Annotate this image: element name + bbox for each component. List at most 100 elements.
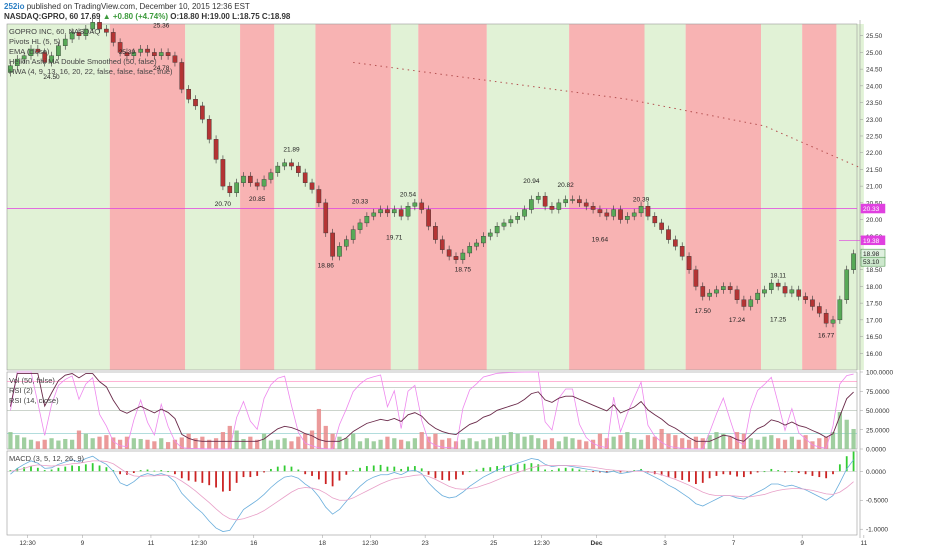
legend-macd[interactable]: MACD (3, 5, 12, 26, 9): [9, 454, 85, 463]
regime-band: [802, 24, 837, 370]
axis-tick-label: 17.00: [866, 317, 883, 324]
candle: [721, 282, 726, 294]
pivot-label: 18.11: [770, 273, 786, 280]
volume-bar: [652, 436, 657, 449]
candle: [467, 242, 473, 258]
volume-bar: [179, 437, 184, 449]
volume-bar: [255, 439, 260, 449]
volume-bar: [111, 437, 116, 449]
candle: [775, 279, 781, 291]
volume-bar: [15, 435, 20, 449]
legend-rsi-14[interactable]: RSI (14, close): [9, 396, 59, 405]
candle: [268, 168, 274, 184]
legend-main-series[interactable]: GOPRO INC, 60, NASDAQ: [9, 27, 101, 36]
candle: [69, 28, 75, 44]
axis-tick-label: 18.00: [866, 284, 883, 291]
pivot-labels: 24.50 25.39 25.36 24.78 21.89 20.70 20.85 18.86…: [43, 22, 834, 339]
axis-tick-label: 75.0000: [866, 389, 890, 396]
time-axis[interactable]: 12:30 9 11 12:30 16 18 12:30 23 25 12:30 Dec 3 7 9 11: [19, 535, 868, 547]
price-axis[interactable]: 16.0016.5017.0017.5018.0018.5019.0019.50…: [860, 33, 893, 534]
legend-volume[interactable]: Vol (50, false): [9, 376, 55, 385]
legend-ema[interactable]: EMA (close): [9, 47, 50, 56]
volume-bar: [796, 439, 801, 449]
macd-hist-bar: [557, 468, 560, 472]
candle: [741, 295, 747, 311]
volume-bar: [241, 438, 246, 449]
candle: [8, 61, 13, 77]
macd-hist-bar: [482, 467, 485, 472]
candle: [323, 198, 329, 237]
volume-bar: [494, 436, 500, 449]
macd-hist-bar: [228, 471, 231, 491]
candle: [124, 48, 130, 60]
volume-bar: [645, 435, 651, 449]
macd-hist-bar: [695, 471, 697, 485]
regime-band: [240, 24, 275, 370]
price-marker-box: [860, 256, 886, 267]
candle: [755, 289, 760, 304]
volume-bar: [296, 436, 301, 449]
legend-rsi-2[interactable]: RSI (2): [9, 386, 33, 395]
volume-bar: [693, 436, 699, 449]
candle: [734, 285, 740, 304]
candle: [309, 178, 315, 194]
volume-bar: [35, 441, 40, 449]
ema-series: [353, 61, 861, 169]
axis-tick-label: 25.00: [866, 50, 883, 57]
candle: [405, 202, 411, 221]
volume-bar: [303, 433, 308, 449]
volume-bar: [625, 432, 630, 449]
volume-bar: [405, 441, 411, 449]
legend-hwa[interactable]: HWA (4, 9, 13, 16, 20, 22, false, false,…: [9, 67, 173, 76]
candle: [398, 205, 404, 221]
symbol-name[interactable]: NASDAQ:GPRO, 60: [4, 12, 79, 21]
volume-bar: [447, 438, 452, 449]
pane-frame: [6, 23, 858, 371]
macd-hist-bar: [530, 463, 533, 472]
publish-info: published on TradingView.com, December 1…: [26, 2, 250, 11]
volume-bar: [152, 441, 157, 449]
regime-band: [185, 24, 241, 370]
author-link[interactable]: 252io: [4, 2, 25, 11]
volume-bar: [824, 436, 829, 449]
macd-hist-bar: [825, 471, 828, 479]
volume-bar: [42, 439, 47, 449]
volume-bar: [220, 432, 226, 449]
legend-pivots[interactable]: Pivots HL (5, 5): [9, 37, 61, 46]
candle: [193, 95, 198, 110]
macd-hist-bar: [756, 471, 759, 473]
price-change: ▲ +0.80 (+4.74%): [102, 12, 169, 21]
candle: [275, 162, 281, 177]
axis-tick-label: 50.0000: [866, 408, 890, 415]
volume-bar: [673, 435, 678, 449]
ohlc-low: L:18.75: [232, 12, 260, 21]
candle: [433, 222, 438, 244]
axis-tick-label: 25.0000: [866, 427, 890, 434]
candle: [577, 195, 582, 207]
axis-tick-label: 21.50: [866, 167, 883, 174]
macd-hist-bar: [688, 471, 690, 482]
pivot-label: 19.64: [592, 237, 609, 244]
volume-bar: [234, 430, 239, 449]
volume-bar: [460, 439, 465, 449]
volume-bar: [570, 438, 575, 449]
pivot-label: 18.75: [455, 266, 472, 273]
volume-bar: [851, 428, 856, 449]
macd-hist-bar: [578, 469, 581, 472]
candle: [487, 228, 493, 241]
legend-heikin-ashi[interactable]: Heikin Ashi MA Double Smoothed (50, fals…: [9, 57, 157, 66]
candle: [254, 178, 260, 191]
volume-bar: [714, 432, 719, 449]
candle: [248, 172, 253, 187]
price-candles[interactable]: [8, 18, 856, 328]
volume-bar: [63, 438, 68, 449]
candle: [645, 202, 651, 221]
volume-bar: [49, 438, 54, 449]
volume-bar: [782, 439, 788, 449]
candle: [42, 48, 48, 67]
regime-band: [418, 24, 487, 370]
candle: [213, 135, 219, 164]
macd-hist-bar: [174, 471, 176, 475]
candle: [796, 285, 802, 301]
